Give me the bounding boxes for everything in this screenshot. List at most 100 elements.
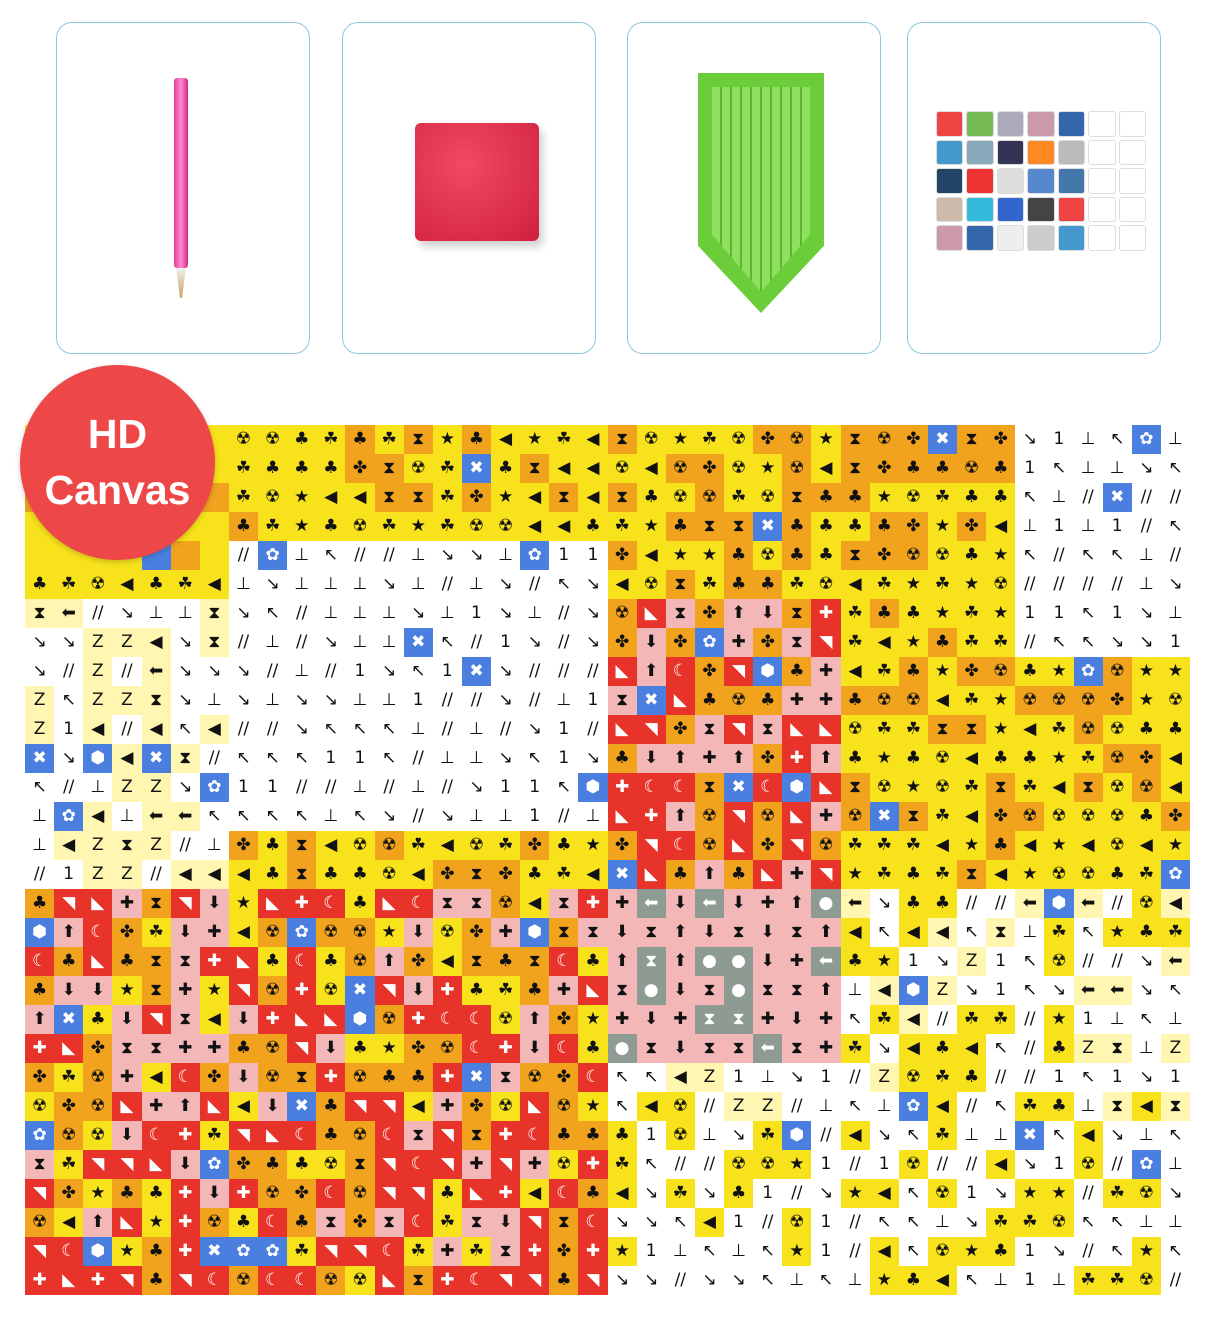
- bead-bag: [996, 111, 1025, 137]
- symbol-cell: ↘: [461, 541, 491, 570]
- symbol-cell: ☘: [461, 1237, 491, 1266]
- symbol-cell: Z: [83, 831, 113, 860]
- symbol-cell: ⬆: [665, 947, 695, 976]
- symbol-cell: 1: [1044, 1150, 1074, 1179]
- bead-bag: [936, 225, 964, 251]
- symbol-cell: ✚: [811, 1005, 841, 1034]
- symbol-cell: ✚: [170, 1121, 200, 1150]
- symbol-cell: ↖: [432, 628, 462, 657]
- symbol-cell: ☢: [316, 918, 346, 947]
- symbol-cell: ↖: [520, 744, 550, 773]
- symbol-cell: ⊥: [345, 570, 375, 599]
- symbol-cell: ☢: [374, 860, 404, 889]
- symbol-cell: ↖: [957, 1266, 987, 1295]
- symbol-cell: ⬇: [753, 947, 783, 976]
- symbol-cell: ☘: [782, 570, 812, 599]
- symbol-cell: ✖: [345, 976, 375, 1005]
- symbol-cell: ✚: [520, 1237, 550, 1266]
- symbol-cell: ⊥: [374, 686, 404, 715]
- symbol-cell: ★: [1160, 831, 1190, 860]
- symbol-cell: ⊥: [228, 570, 258, 599]
- symbol-cell: ↖: [1073, 1063, 1103, 1092]
- symbol-cell: //: [1073, 1237, 1103, 1266]
- symbol-cell: ↘: [1102, 628, 1132, 657]
- symbol-cell: ◥: [141, 1005, 171, 1034]
- symbol-cell: ⬇: [694, 918, 724, 947]
- symbol-cell: ◀: [957, 744, 987, 773]
- symbol-cell: //: [1044, 570, 1074, 599]
- symbol-cell: ◥: [374, 1092, 404, 1121]
- symbol-cell: ◀: [1044, 773, 1074, 802]
- symbol-cell: ◀: [141, 715, 171, 744]
- symbol-cell: ☘: [228, 454, 258, 483]
- symbol-cell: ⧗: [403, 1266, 433, 1295]
- symbol-cell: ☘: [374, 512, 404, 541]
- symbol-cell: ✚: [287, 889, 317, 918]
- symbol-cell: [25, 541, 55, 570]
- symbol-cell: ⬆: [811, 744, 841, 773]
- symbol-cell: ✤: [694, 599, 724, 628]
- symbol-cell: ↘: [170, 773, 200, 802]
- symbol-cell: ◥: [520, 1266, 550, 1295]
- symbol-cell: 1: [898, 947, 928, 976]
- symbol-cell: ⧗: [25, 599, 55, 628]
- symbol-cell: //: [403, 744, 433, 773]
- symbol-cell: 1: [549, 541, 579, 570]
- symbol-cell: ♣: [345, 889, 375, 918]
- symbol-cell: ◥: [432, 1121, 462, 1150]
- bead-bag: [1118, 225, 1146, 251]
- symbol-cell: ⧗: [141, 976, 171, 1005]
- symbol-cell: ⧗: [782, 976, 812, 1005]
- symbol-cell: ⧗: [986, 918, 1016, 947]
- symbol-cell: ↘: [1160, 570, 1190, 599]
- symbol-cell: ⧗: [461, 947, 491, 976]
- symbol-cell: ◀: [607, 1179, 637, 1208]
- symbol-cell: ♣: [840, 512, 870, 541]
- symbol-cell: ☘: [199, 1121, 229, 1150]
- symbol-cell: ♣: [461, 976, 491, 1005]
- symbol-cell: ☢: [316, 1266, 346, 1295]
- symbol-cell: ◣: [811, 715, 841, 744]
- symbol-cell: //: [287, 773, 317, 802]
- symbol-cell: ✿: [228, 1237, 258, 1266]
- diamond-pen-image: [174, 78, 188, 268]
- symbol-cell: ⊥: [345, 599, 375, 628]
- symbol-cell: ☢: [724, 1150, 754, 1179]
- symbol-cell: //: [520, 657, 550, 686]
- symbol-cell: ✖: [607, 860, 637, 889]
- symbol-cell: ⧗: [927, 715, 957, 744]
- symbol-cell: ◥: [636, 715, 666, 744]
- symbol-cell: ◥: [578, 1266, 608, 1295]
- symbol-cell: ♣: [957, 541, 987, 570]
- symbol-cell: ★: [1160, 657, 1190, 686]
- symbol-cell: ★: [1015, 860, 1045, 889]
- symbol-cell: ✿: [258, 541, 288, 570]
- symbol-cell: ⬇: [83, 976, 113, 1005]
- symbol-canvas-grid: ☢ ☢ ♣ ☘ ♣ ☘ ⧗ ★ ♣ ◀ ★ ☘ ◀ ⧗ ☢ ★ ☘ ☢ ✤ ☢ ★ ⧗ ☢ ✤ ✖ ⧗ ✤ ↘ 1 ⊥ ↖ ✿ ⊥ ☘ ♣ ♣ ♣ ✤ ⧗ ☢…: [25, 425, 1190, 1295]
- symbol-cell: ✤: [54, 1179, 84, 1208]
- symbol-cell: ↖: [869, 918, 899, 947]
- symbol-cell: ◣: [753, 860, 783, 889]
- symbol-cell: ↖: [665, 1208, 695, 1237]
- symbol-cell: ♣: [258, 860, 288, 889]
- symbol-cell: ↘: [578, 570, 608, 599]
- symbol-cell: ☘: [1102, 1266, 1132, 1295]
- symbol-cell: ☘: [869, 831, 899, 860]
- symbol-cell: //: [665, 1150, 695, 1179]
- symbol-cell: ◥: [228, 1121, 258, 1150]
- symbol-cell: ◀: [520, 1179, 550, 1208]
- symbol-cell: ☘: [1102, 1179, 1132, 1208]
- symbol-cell: //: [840, 1208, 870, 1237]
- symbol-cell: ☾: [170, 1063, 200, 1092]
- bead-bag: [966, 168, 994, 194]
- symbol-cell: ✤: [461, 918, 491, 947]
- symbol-cell: ⬇: [636, 628, 666, 657]
- symbol-cell: ☢: [869, 425, 899, 454]
- symbol-cell: ⊥: [345, 686, 375, 715]
- symbol-cell: ↖: [898, 1237, 928, 1266]
- bead-bag: [1027, 196, 1055, 223]
- symbol-cell: //: [1015, 628, 1045, 657]
- symbol-cell: ☢: [1102, 831, 1132, 860]
- symbol-cell: ↖: [1044, 1121, 1074, 1150]
- symbol-cell: ✿: [258, 1237, 288, 1266]
